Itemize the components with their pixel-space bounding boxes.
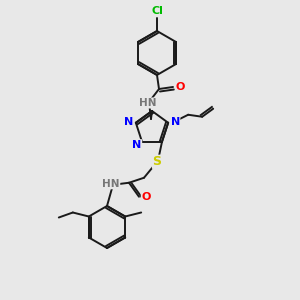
- Text: HN: HN: [102, 179, 120, 189]
- Text: HN: HN: [139, 98, 157, 108]
- Text: N: N: [132, 140, 142, 150]
- Text: Cl: Cl: [151, 6, 163, 16]
- Text: O: O: [175, 82, 185, 92]
- Text: N: N: [124, 117, 134, 127]
- Text: N: N: [170, 117, 180, 127]
- Text: S: S: [152, 155, 161, 168]
- Text: O: O: [141, 192, 151, 202]
